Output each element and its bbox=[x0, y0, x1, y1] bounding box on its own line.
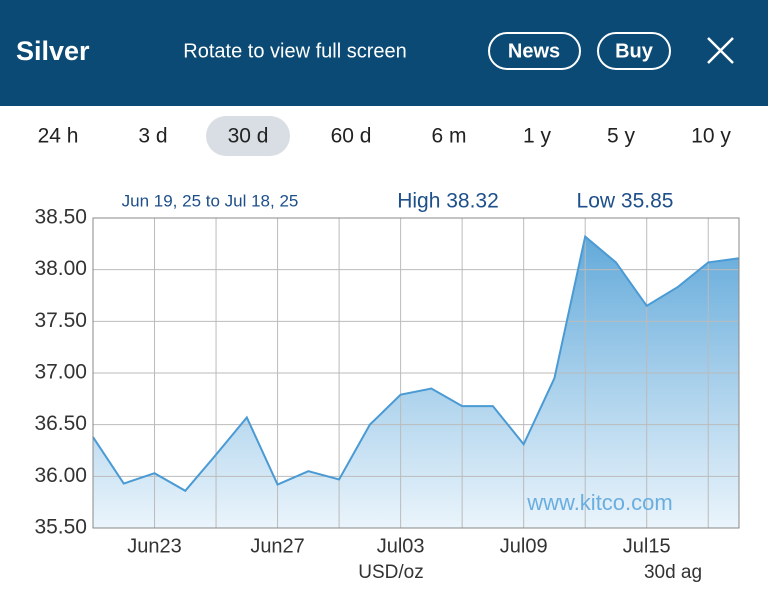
y-tick-label: 36.50 bbox=[34, 412, 87, 435]
date-range: Jun 19, 25 to Jul 18, 25 bbox=[122, 191, 299, 210]
tab[interactable]: 30 d bbox=[228, 125, 269, 148]
y-tick-label: 36.00 bbox=[34, 464, 87, 487]
y-tick-label: 38.00 bbox=[34, 257, 87, 280]
line bbox=[92, 234, 740, 493]
y-tick-label: 38.50 bbox=[34, 206, 87, 229]
x-tick-label: Jun27 bbox=[250, 535, 305, 557]
buy-button[interactable] bbox=[597, 32, 671, 70]
high-label: High 38.32 bbox=[397, 190, 499, 213]
y-tick-label: 37.00 bbox=[34, 361, 87, 384]
x-tick-label: Jul09 bbox=[500, 535, 548, 557]
low-label: Low 35.85 bbox=[577, 190, 674, 213]
plot-border bbox=[92, 217, 740, 529]
y-tick-label: 37.50 bbox=[34, 309, 87, 332]
news-label[interactable]: News bbox=[508, 40, 560, 62]
x-tick-label: Jun23 bbox=[127, 535, 182, 557]
watermark: www.kitco.com bbox=[526, 490, 672, 515]
tab[interactable]: 5 y bbox=[607, 125, 636, 148]
header-bar bbox=[0, 0, 768, 106]
x-tick-label: Jul15 bbox=[623, 535, 671, 557]
plot: 35.50 36.00 36.50 37.00 37.50 38.00 38.50 Jun23… bbox=[34, 206, 740, 583]
tab[interactable]: 1 y bbox=[523, 125, 552, 148]
tab-selected-bg bbox=[206, 116, 290, 156]
header-title: Silver bbox=[16, 36, 90, 66]
rotate-hint: Rotate to view full screen bbox=[183, 40, 406, 62]
range-label: 30d ag bbox=[644, 562, 702, 583]
tab[interactable]: 60 d bbox=[331, 125, 372, 148]
y-tick-label: 35.50 bbox=[34, 516, 87, 539]
area bbox=[93, 236, 739, 528]
tab[interactable]: 6 m bbox=[431, 125, 466, 148]
tab[interactable]: 10 y bbox=[691, 125, 731, 148]
unit-label: USD/oz bbox=[358, 562, 423, 583]
news-button[interactable] bbox=[488, 32, 581, 70]
tabs: 24 h 3 d 30 d 60 d 6 m 1 y 5 y 10 y bbox=[38, 116, 731, 156]
x-tick-label: Jul03 bbox=[377, 535, 425, 557]
tab[interactable]: 3 d bbox=[138, 125, 167, 148]
close-icon[interactable] bbox=[707, 37, 734, 64]
buy-label[interactable]: Buy bbox=[615, 40, 654, 62]
tab[interactable]: 24 h bbox=[38, 125, 79, 148]
